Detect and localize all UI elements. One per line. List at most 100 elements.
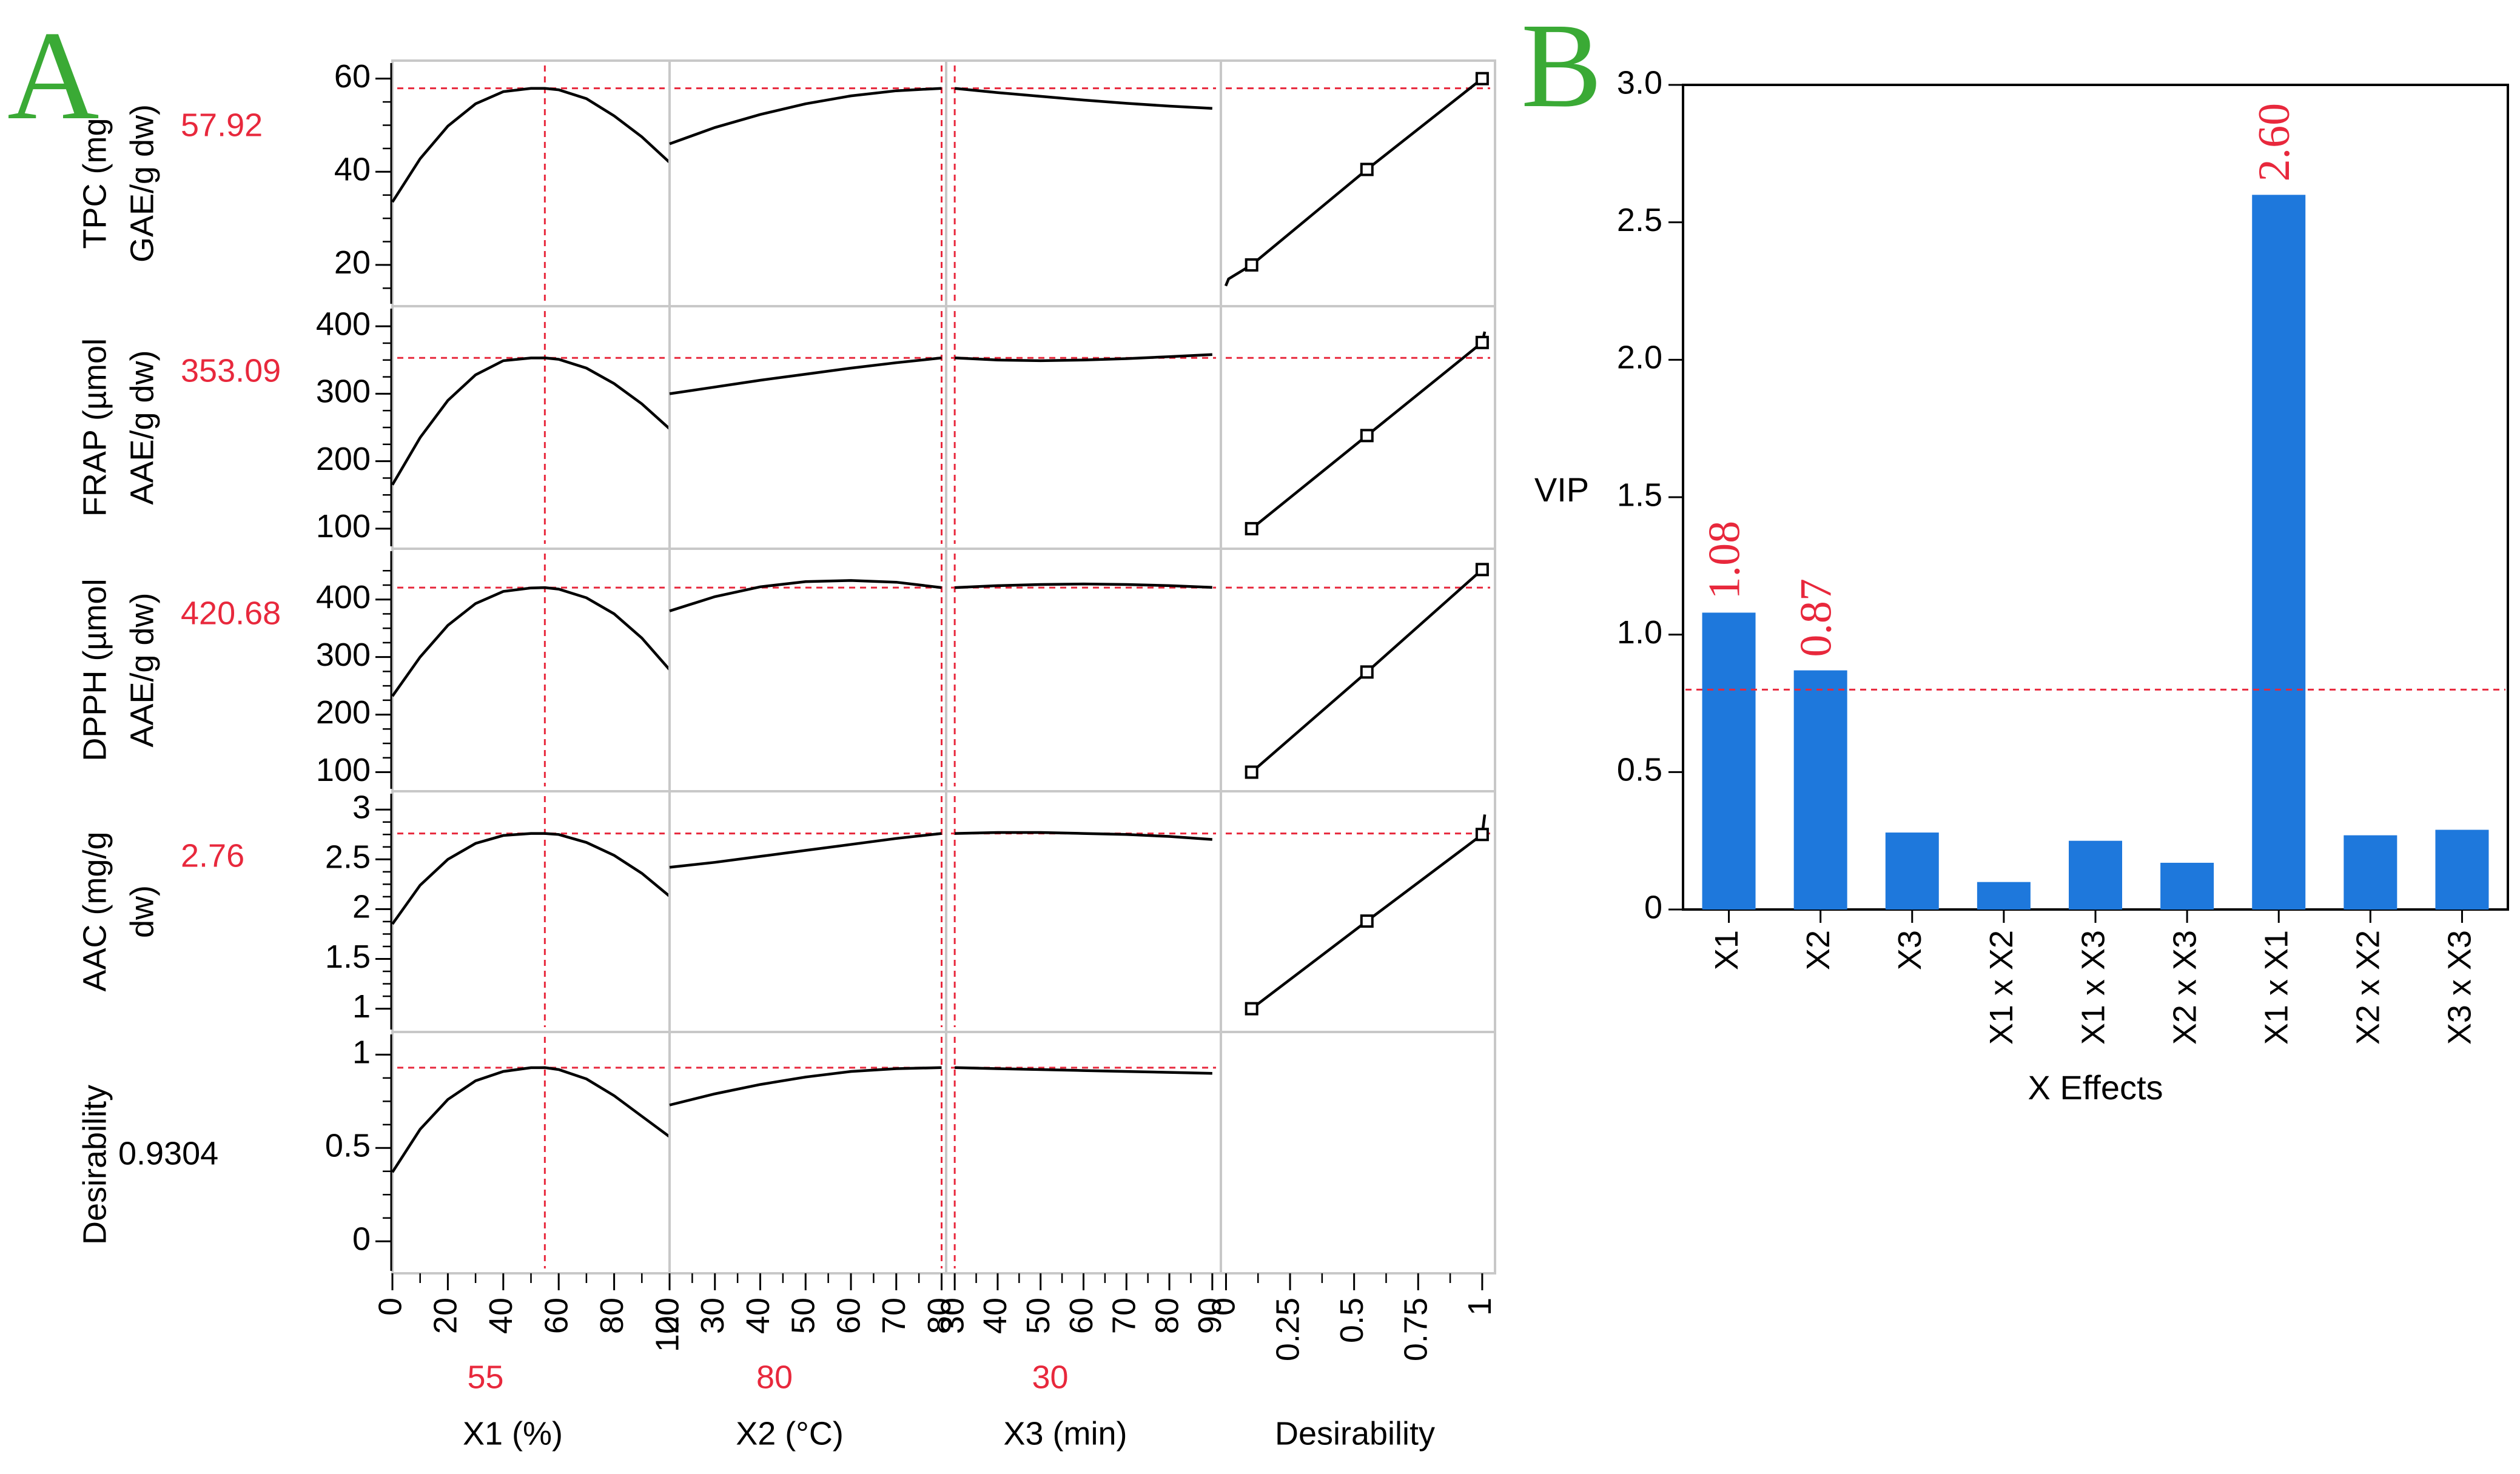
x-tick-label: 30 xyxy=(694,1298,731,1334)
y-tick-label: 100 xyxy=(316,752,371,788)
vip-x-label: X Effects xyxy=(2028,1068,2163,1107)
x-tick-label: 70 xyxy=(876,1298,912,1334)
profile-curve xyxy=(1224,73,1487,287)
vip-x-tick-label: X3 xyxy=(1892,930,1928,970)
profile-curve xyxy=(391,1066,671,1173)
profile-curve xyxy=(669,357,942,395)
x-tick-label: 60 xyxy=(1063,1298,1100,1334)
desirability-marker[interactable] xyxy=(1475,335,1489,349)
response-label-line2: dw) xyxy=(124,885,160,938)
y-tick-label: 0 xyxy=(352,1221,371,1257)
desirability-marker[interactable] xyxy=(1360,162,1374,176)
response-axis-2: 100 200 300 400 xyxy=(316,551,392,789)
vip-bar-x1xx2[interactable] xyxy=(1977,882,2031,910)
vip-bar-x1xx3[interactable] xyxy=(2069,840,2122,910)
desirability-marker[interactable] xyxy=(1245,521,1258,535)
cell-frame xyxy=(391,305,671,550)
x-tick-label: 20 xyxy=(649,1298,685,1334)
desirability-marker[interactable] xyxy=(1475,72,1489,85)
cell-frame xyxy=(1220,59,1496,307)
cell-frame xyxy=(945,305,1222,550)
factor-current-value: 80 xyxy=(756,1359,793,1395)
profile-curve xyxy=(669,579,942,612)
profiler-cell-r4-c1 xyxy=(668,1031,947,1275)
factor-name: X1 (%) xyxy=(463,1415,563,1452)
desirability-marker[interactable] xyxy=(1245,258,1258,272)
vip-x-tick-label: X3 x X3 xyxy=(2442,930,2478,1045)
profiler-cell-r3-c0 xyxy=(391,790,671,1033)
cell-frame xyxy=(1220,790,1496,1033)
profile-curve xyxy=(669,87,942,146)
panel-a-label: A xyxy=(7,5,99,146)
profiler-cell-r2-c3 xyxy=(1220,548,1496,792)
vip-bar-x2xx2[interactable] xyxy=(2344,835,2397,910)
vip-y-label: VIP xyxy=(1534,471,1589,509)
panel-b-label: B xyxy=(1521,0,1602,133)
vip-bars: X1 1.08 X2 0.87 X3 X1 x X2 X1 x X3 X2 x X3 X1 x … xyxy=(1700,103,2489,1045)
y-tick-label: 400 xyxy=(316,579,371,615)
profiler-cell-r2-c1 xyxy=(668,548,947,792)
profile-curve xyxy=(391,357,671,486)
response-label-line1: FRAP (µmol xyxy=(76,338,113,517)
response-label-line2: AAE/g dw) xyxy=(124,592,160,747)
profiler-cell-r3-c3 xyxy=(1220,790,1496,1033)
profiler-cell-r0-c0 xyxy=(391,59,671,307)
response-label-line1: TPC (mg xyxy=(76,118,113,249)
profile-curve xyxy=(1251,814,1487,1010)
response-axis-4: 00.51 xyxy=(325,1034,392,1271)
vip-bar-x3[interactable] xyxy=(1885,832,1939,910)
desirability-marker[interactable] xyxy=(1360,914,1374,928)
vip-bar-x1xx1[interactable] xyxy=(2252,195,2306,910)
vip-y-tick-label: 3.0 xyxy=(1617,64,1662,101)
x-tick-label: 40 xyxy=(977,1298,1013,1334)
x-tick-label: 0 xyxy=(372,1298,408,1316)
vip-y-tick-label: 2.5 xyxy=(1617,202,1662,238)
vip-bar-x2xx3[interactable] xyxy=(2160,862,2214,910)
response-value: 0.9304 xyxy=(118,1135,218,1171)
y-tick-label: 0.5 xyxy=(325,1128,371,1164)
response-value: 353.09 xyxy=(181,352,281,389)
profile-curve xyxy=(955,831,1212,841)
vip-x-tick-label: X2 xyxy=(1800,930,1836,970)
profiler-cell-r0-c3 xyxy=(1220,59,1496,307)
response-label: Desirability xyxy=(76,1085,113,1245)
profiler-cell-r1-c3 xyxy=(1220,305,1496,550)
vip-bar-value-label: 1.08 xyxy=(1700,521,1750,600)
desirability-marker[interactable] xyxy=(1475,563,1489,577)
vip-y-tick-label: 0 xyxy=(1644,889,1662,925)
desirability-marker[interactable] xyxy=(1360,429,1374,443)
x-tick-label: 60 xyxy=(538,1298,574,1334)
profiler-cell-r0-c1 xyxy=(668,59,947,307)
x-tick-label: 20 xyxy=(428,1298,464,1334)
profiler-cell-r1-c2 xyxy=(945,305,1222,550)
x-tick-label: 50 xyxy=(1020,1298,1057,1334)
vip-x-tick-label: X1 x X2 xyxy=(1983,930,2020,1045)
cell-frame xyxy=(391,59,671,307)
vip-bar-value-label: 0.87 xyxy=(1792,578,1841,657)
x-tick-label: 1 xyxy=(1462,1298,1498,1316)
cell-frame xyxy=(668,305,947,550)
desirability-marker[interactable] xyxy=(1245,765,1258,779)
profile-curve xyxy=(955,1066,1212,1075)
vip-bar-x3xx3[interactable] xyxy=(2435,829,2489,910)
y-tick-label: 300 xyxy=(316,637,371,673)
desirability-marker[interactable] xyxy=(1475,828,1489,842)
x-tick-label: 60 xyxy=(830,1298,867,1334)
cell-frame xyxy=(391,790,671,1033)
response-label-line2: GAE/g dw) xyxy=(124,104,160,263)
profiler-cell-r4-c2 xyxy=(945,1031,1222,1275)
y-tick-label: 3 xyxy=(352,789,371,825)
y-tick-label: 1 xyxy=(352,1034,371,1071)
cell-frame xyxy=(668,548,947,792)
profile-curve xyxy=(391,586,671,697)
vip-bar-x1[interactable] xyxy=(1702,612,1756,910)
cell-frame xyxy=(1220,548,1496,792)
vip-bar-x2[interactable] xyxy=(1793,670,1847,910)
desirability-marker[interactable] xyxy=(1245,1002,1258,1016)
profile-curve xyxy=(391,832,671,925)
x-tick-label: 40 xyxy=(483,1298,519,1334)
desirability-marker[interactable] xyxy=(1360,665,1374,679)
